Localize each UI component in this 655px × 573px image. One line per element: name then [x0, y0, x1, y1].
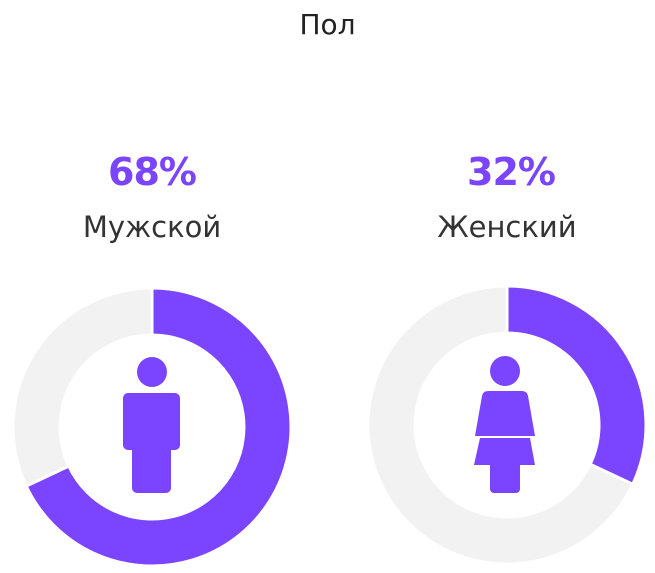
female-person-icon — [474, 356, 535, 493]
chart-title: Пол — [299, 8, 356, 41]
donut-value-slice — [505, 284, 648, 487]
donut-female — [366, 284, 648, 566]
donut-male — [11, 286, 293, 568]
male-person-icon — [123, 357, 180, 493]
female-label: Женский — [437, 210, 577, 244]
male-label: Мужской — [82, 210, 222, 244]
donut-value-slice — [24, 286, 293, 568]
female-percent: 32% — [467, 150, 556, 194]
donut-remainder-slice — [11, 286, 154, 489]
male-percent: 68% — [108, 150, 197, 194]
donut-remainder-slice — [366, 284, 635, 566]
